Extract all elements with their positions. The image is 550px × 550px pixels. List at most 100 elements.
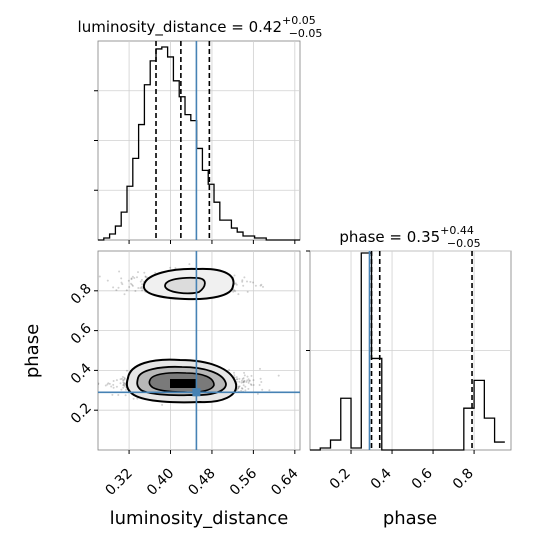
sample-point [252,281,254,284]
sample-point [130,282,132,285]
sample-point [112,383,115,386]
sample-point [143,271,146,274]
sample-point [132,397,135,400]
sample-point [303,383,305,385]
sample-point [122,379,124,382]
x-axis-label-luminosity-distance: luminosity_distance [110,508,289,529]
sample-point [242,377,245,380]
sample-point [247,381,250,384]
x-axis-label-phase: phase [383,508,437,529]
sample-point [139,287,142,290]
sample-point [240,387,243,390]
sample-point [238,377,241,380]
sample-point [111,393,114,396]
sample-point [238,385,241,388]
sample-point [130,277,133,280]
sample-point [104,384,107,387]
sample-point [232,290,235,293]
sample-point [250,374,253,377]
sample-point [256,392,259,395]
sample-point [246,379,249,382]
sample-point [107,382,110,385]
sample-point [133,277,136,279]
sample-point [237,385,240,388]
sample-point [110,385,113,388]
sample-point [247,387,250,390]
sample-point [260,381,263,383]
sample-point [124,394,127,397]
sample-point [245,381,248,383]
sample-point [125,388,127,391]
sample-point [233,371,235,374]
sample-point [123,384,125,387]
panel-2d-density: 0.32 0.40 0.48 0.56 0.64 0.2 0.4 0.6 0.8 lumino… [22,250,305,529]
sample-point [238,380,241,383]
sample-point [247,378,250,381]
sample-point [115,289,118,292]
x-tick-label: 0.32 [103,466,136,499]
y-tick-label: 0.6 [68,320,95,347]
sample-point [98,275,101,278]
sample-point [259,377,262,380]
sample-point [118,270,121,273]
sample-point [241,379,243,382]
sample-point [115,379,118,382]
sample-point [115,385,118,388]
sample-point [246,280,248,283]
sample-point [240,389,243,392]
sample-point [261,388,264,391]
sample-point [241,378,244,380]
sample-point [237,387,240,390]
sample-point [140,278,143,281]
density-peak [170,379,196,388]
y-tick-label: 0.2 [68,400,95,427]
sample-point [233,374,236,377]
sample-point [237,293,240,296]
sample-point [262,285,264,288]
sample-point [235,376,238,379]
sample-point [144,275,147,278]
sample-point [243,379,246,382]
sample-point [130,278,133,281]
sample-point [127,279,130,282]
sample-point [123,293,126,296]
title-phase: phase = 0.35+0.44 −0.05 [339,224,480,250]
sample-point [234,282,237,285]
sample-point [250,384,253,387]
sample-point [252,384,255,386]
sample-point [235,283,238,286]
sample-point [112,380,115,382]
sample-point [120,277,123,280]
sample-point [128,286,131,288]
sample-point [241,279,244,282]
sample-point [258,384,261,386]
sample-point [134,290,137,292]
sample-point [242,384,245,387]
sample-point [126,369,128,372]
sample-point [246,290,249,293]
sample-point [122,386,125,389]
sample-point [188,263,191,266]
x-tick-label: 0.4 [368,465,395,492]
sample-point [174,267,177,270]
sample-point [131,284,134,287]
sample-point [243,371,246,374]
x-tick-label: 0.6 [409,465,436,492]
sample-point [139,280,142,283]
sample-point [75,281,77,283]
sample-point [120,388,123,391]
sample-point [123,376,126,379]
sample-point [252,379,255,382]
sample-point [249,379,251,382]
sample-point [112,386,115,389]
sample-point [235,378,238,381]
sample-point [233,274,236,277]
sample-point [242,381,245,384]
y-axis-label-phase: phase [22,324,43,378]
sample-point [244,385,247,388]
sample-point [243,374,246,377]
sample-point [238,386,241,388]
sample-point [259,284,262,287]
y-tick-label: 0.4 [68,360,95,387]
